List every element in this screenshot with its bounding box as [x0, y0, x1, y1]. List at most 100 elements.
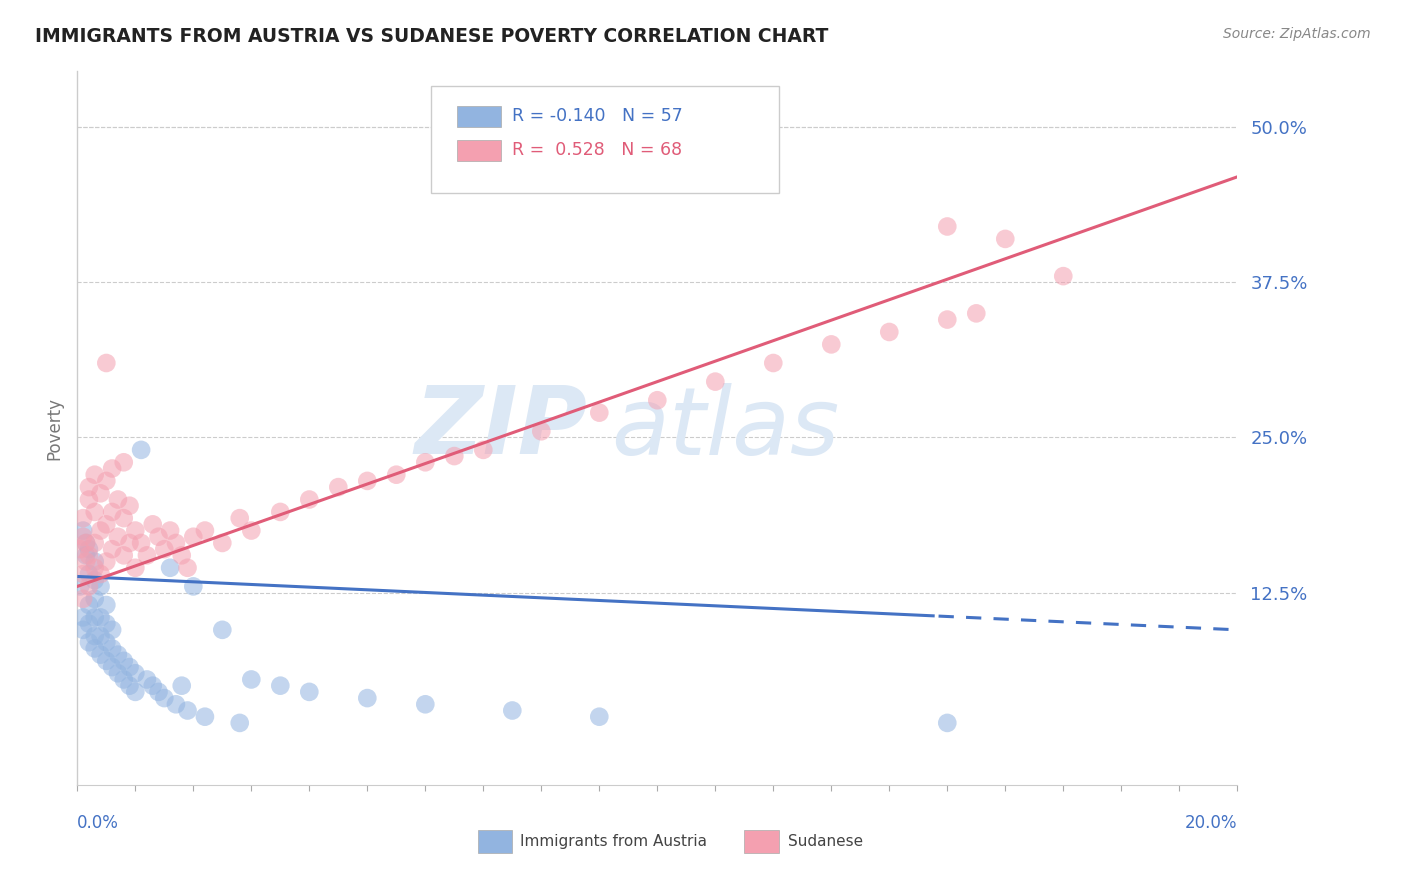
Point	[77, 598, 100, 612]
Point	[385, 467, 408, 482]
Point	[83, 536, 105, 550]
Point	[211, 536, 233, 550]
Point	[176, 561, 198, 575]
Point	[75, 536, 97, 550]
Point	[443, 449, 465, 463]
Point	[165, 698, 187, 712]
Point	[194, 524, 217, 538]
Point	[112, 549, 135, 563]
Point	[936, 715, 959, 730]
Point	[77, 549, 100, 563]
Point	[101, 623, 124, 637]
Point	[118, 679, 141, 693]
Point	[588, 709, 610, 723]
Point	[101, 660, 124, 674]
Point	[83, 561, 105, 575]
Text: R =  0.528   N = 68: R = 0.528 N = 68	[512, 141, 682, 159]
Point	[356, 691, 378, 706]
Point	[107, 530, 129, 544]
Point	[148, 685, 170, 699]
Point	[90, 486, 111, 500]
Point	[83, 591, 105, 606]
Point	[90, 610, 111, 624]
Point	[96, 616, 118, 631]
Point	[90, 629, 111, 643]
Point	[72, 524, 94, 538]
Point	[83, 505, 105, 519]
Point	[77, 480, 100, 494]
Point	[112, 511, 135, 525]
Point	[101, 641, 124, 656]
Point	[877, 325, 901, 339]
Point	[72, 610, 94, 624]
Point	[153, 542, 176, 557]
Point	[124, 561, 146, 575]
Point	[83, 467, 105, 482]
Point	[1052, 269, 1074, 284]
Point	[90, 579, 111, 593]
Point	[183, 530, 205, 544]
Point	[501, 704, 523, 718]
Point	[183, 579, 205, 593]
Point	[356, 474, 378, 488]
Point	[107, 648, 129, 662]
Point	[72, 566, 94, 581]
Point	[96, 555, 118, 569]
Point	[124, 685, 146, 699]
Point	[72, 591, 94, 606]
Point	[159, 561, 181, 575]
Point	[820, 337, 842, 351]
Point	[72, 623, 94, 637]
Point	[240, 524, 263, 538]
Point	[107, 666, 129, 681]
Point	[124, 666, 146, 681]
Point	[101, 505, 124, 519]
Point	[90, 566, 111, 581]
Point	[413, 455, 436, 469]
Point	[269, 505, 291, 519]
Point	[165, 536, 187, 550]
Point	[90, 648, 111, 662]
Point	[124, 524, 146, 538]
Point	[298, 492, 321, 507]
Point	[240, 673, 263, 687]
Text: 20.0%: 20.0%	[1185, 814, 1237, 831]
Point	[228, 511, 252, 525]
Text: R = -0.140   N = 57: R = -0.140 N = 57	[512, 107, 683, 125]
Point	[77, 542, 100, 557]
Point	[194, 709, 217, 723]
Text: 0.0%: 0.0%	[77, 814, 120, 831]
Point	[83, 610, 105, 624]
Text: Sudanese: Sudanese	[789, 834, 863, 849]
Point	[96, 474, 118, 488]
Point	[107, 492, 129, 507]
Point	[170, 679, 193, 693]
Point	[75, 555, 97, 569]
Point	[142, 517, 165, 532]
Point	[269, 679, 291, 693]
Point	[69, 579, 91, 593]
Point	[69, 542, 91, 557]
Point	[96, 654, 118, 668]
Point	[328, 480, 350, 494]
Point	[77, 616, 100, 631]
Point	[72, 511, 94, 525]
Point	[83, 641, 105, 656]
Point	[136, 673, 159, 687]
Point	[96, 356, 118, 370]
Point	[170, 549, 193, 563]
Point	[148, 530, 170, 544]
Point	[647, 393, 669, 408]
Bar	[478, 830, 512, 853]
Point	[136, 549, 159, 563]
Point	[96, 517, 118, 532]
Point	[530, 424, 553, 438]
Point	[112, 654, 135, 668]
Point	[75, 536, 97, 550]
Bar	[744, 830, 779, 853]
Point	[228, 715, 252, 730]
Point	[704, 375, 727, 389]
Point	[118, 536, 141, 550]
Point	[90, 524, 111, 538]
Point	[72, 530, 94, 544]
